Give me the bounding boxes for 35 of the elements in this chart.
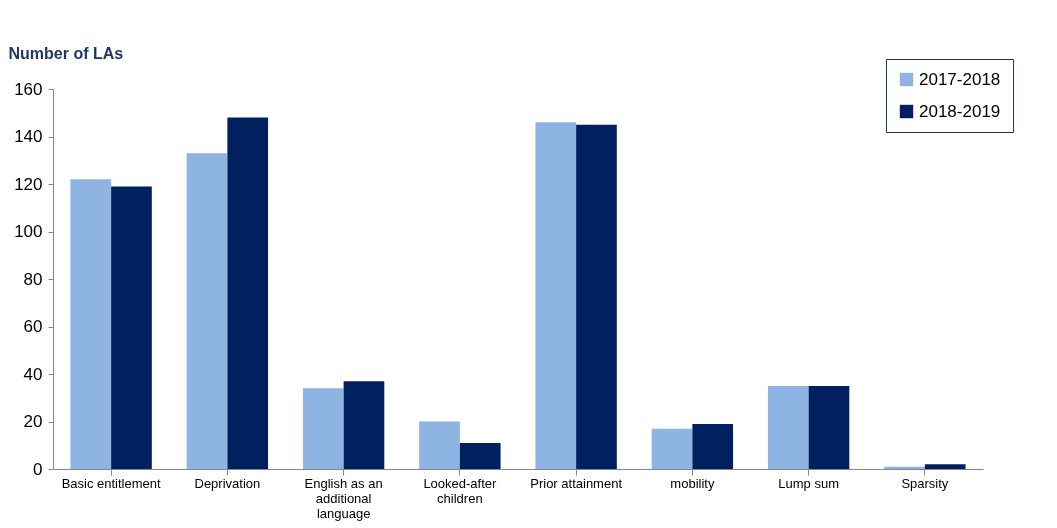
bar — [70, 179, 112, 469]
bar — [459, 442, 501, 469]
bar — [808, 385, 850, 469]
y-tick-label: 160 — [14, 79, 43, 99]
x-tick-label: English as an additional language — [304, 475, 383, 521]
legend-label: 2018-2019 — [919, 101, 1001, 121]
bar — [419, 421, 460, 469]
bar — [651, 428, 693, 469]
bar — [343, 381, 385, 469]
y-tick-label: 40 — [23, 364, 43, 384]
bar — [535, 122, 577, 469]
bar — [924, 464, 966, 469]
x-tick-label: mobility — [670, 475, 715, 491]
y-axis-title: Number of LAs — [8, 44, 124, 62]
bar — [692, 423, 734, 469]
bar — [227, 117, 269, 469]
x-tick-label: Prior attainment — [530, 475, 623, 491]
bar — [767, 385, 809, 469]
legend-label: 2017-2018 — [919, 69, 1001, 89]
bar — [186, 153, 228, 469]
y-tick-label: 0 — [33, 459, 43, 479]
x-tick-label: Basic entitlement — [61, 475, 161, 491]
y-tick-label: 120 — [14, 174, 43, 194]
bar — [302, 388, 344, 469]
y-tick-label: 20 — [23, 412, 43, 431]
y-tick-label: 60 — [23, 317, 43, 336]
y-tick-label: 80 — [23, 269, 43, 289]
x-tick-label: Looked-after children — [423, 475, 498, 506]
x-tick-label: Deprivation — [194, 475, 261, 491]
x-tick-label: Lump sum — [778, 475, 839, 491]
x-tick-label: Sparsity — [901, 475, 949, 491]
bar — [111, 186, 152, 469]
bar — [576, 124, 617, 469]
y-tick-label: 100 — [14, 222, 43, 241]
y-tick-label: 140 — [14, 127, 43, 146]
